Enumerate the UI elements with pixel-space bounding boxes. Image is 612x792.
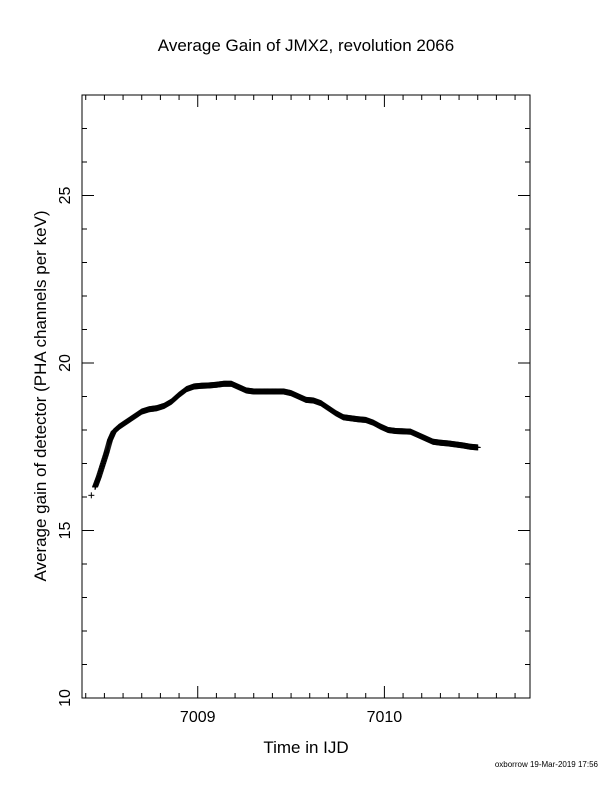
x-axis-label: Time in IJD [263,738,349,757]
data-point [88,492,95,499]
y-axis-label: Average gain of detector (PHA channels p… [31,210,50,582]
x-tick-label: 7010 [367,709,403,726]
axis-ticks [82,94,530,699]
axis-tick-labels: 7009 7010 10 15 20 25 [57,187,402,727]
y-tick-label: 15 [57,522,74,540]
x-tick-label: 7009 [180,709,216,726]
data-points [88,380,481,499]
y-tick-label: 20 [57,354,74,372]
data-point [474,444,481,451]
y-tick-label: 10 [57,689,74,707]
chart-title: Average Gain of JMX2, revolution 2066 [157,36,455,55]
plot-frame [81,94,531,699]
footer-stamp: oxborrow 19-Mar-2019 17:56 [494,760,598,769]
y-tick-label: 25 [57,187,74,205]
